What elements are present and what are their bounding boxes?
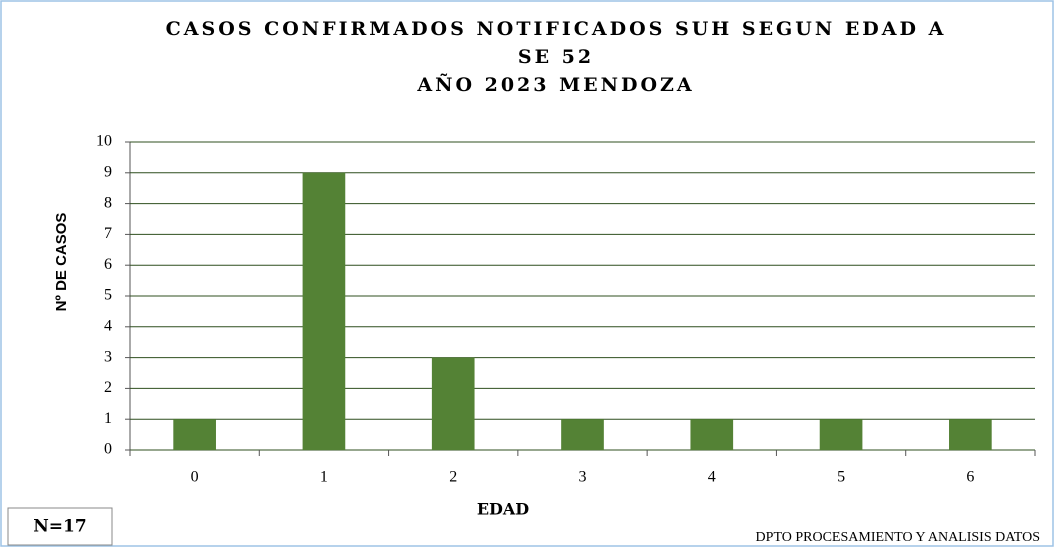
source-note: DPTO PROCESAMIENTO Y ANALISIS DATOS [756, 530, 1040, 545]
y-tick-label: 7 [104, 225, 112, 242]
x-axis-label: EDAD [477, 500, 529, 519]
y-tick-label: 4 [104, 317, 112, 334]
y-tick-label: 0 [104, 441, 112, 458]
x-tick-label: 2 [449, 469, 457, 486]
y-tick-label: 8 [104, 194, 112, 211]
x-tick-label: 1 [320, 469, 328, 486]
bar [302, 172, 346, 451]
y-tick-label: 1 [104, 410, 112, 427]
y-tick-label: 5 [104, 287, 112, 304]
y-tick-label: 10 [96, 133, 112, 150]
chart-title: AÑO 2023 MENDOZA [416, 73, 694, 96]
n-box [7, 507, 113, 546]
y-tick-label: 2 [104, 379, 112, 396]
bar [819, 419, 863, 450]
y-tick-label: 3 [104, 348, 112, 365]
y-tick-label: 9 [104, 163, 112, 180]
bar [690, 419, 734, 450]
bar [173, 419, 216, 450]
chart-title: CASOS CONFIRMADOS NOTIFICADOS SUH SEGUN … [166, 18, 947, 40]
x-tick-label: 6 [966, 469, 974, 486]
y-axis-label: Nº DE CASOS [53, 213, 70, 312]
chart-title: SE 52 [518, 46, 594, 68]
x-tick-label: 3 [579, 469, 587, 486]
bar [561, 419, 604, 450]
y-tick-label: 6 [104, 256, 112, 273]
bar [949, 419, 992, 450]
x-tick-label: 5 [837, 469, 845, 486]
n-annotation: N=17 [33, 517, 86, 537]
x-tick-label: 0 [191, 469, 199, 486]
x-tick-label: 4 [708, 469, 716, 486]
bar [431, 357, 475, 450]
